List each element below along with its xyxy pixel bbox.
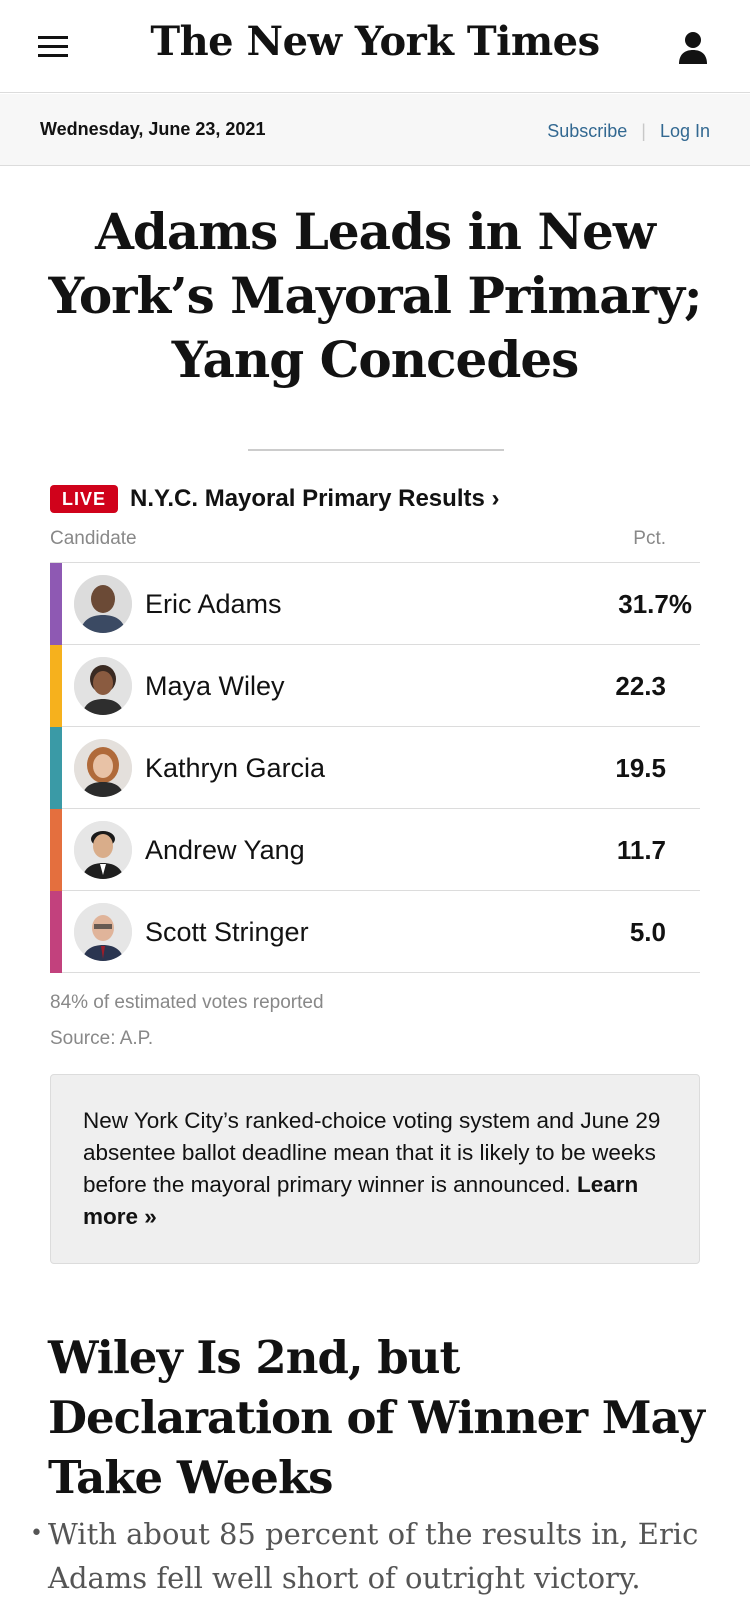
bullet-text: With about 85 percent of the results in,…	[48, 1517, 699, 1595]
table-row[interactable]: Eric Adams 31.7%	[50, 563, 700, 645]
live-badge: LIVE	[50, 485, 119, 513]
table-row[interactable]: Scott Stringer 5.0	[50, 891, 700, 973]
candidate-pct: 22.3	[615, 671, 666, 701]
date-bar: Wednesday, June 23, 2021 Subscribe | Log I…	[0, 94, 750, 166]
nyt-logo[interactable]: The New York Times	[150, 18, 600, 65]
divider	[248, 449, 504, 451]
candidate-name: Scott Stringer	[145, 917, 309, 947]
link-divider: |	[641, 121, 646, 141]
masthead: The New York Times	[0, 0, 750, 93]
subscribe-link[interactable]: Subscribe	[547, 121, 628, 141]
avatar	[74, 657, 132, 715]
main-headline[interactable]: Adams Leads in New York’s Mayoral Primar…	[48, 202, 702, 389]
login-link[interactable]: Log In	[659, 121, 710, 141]
source-credit: Source: A.P.	[50, 1028, 154, 1049]
candidate-color-bar	[50, 563, 62, 645]
table-row[interactable]: Andrew Yang 11.7	[50, 809, 700, 891]
results-title-link[interactable]: N.Y.C. Mayoral Primary Results ›	[130, 485, 500, 512]
candidate-pct: 5.0	[629, 917, 666, 947]
candidate-name: Eric Adams	[145, 589, 282, 619]
pct-column-label: Pct.	[633, 528, 666, 549]
avatar	[74, 903, 132, 961]
info-note: New York City’s ranked-choice voting sys…	[50, 1074, 700, 1264]
candidate-color-bar	[50, 727, 62, 809]
account-links: Subscribe | Log In	[547, 121, 710, 142]
candidate-color-bar	[50, 645, 62, 727]
table-row[interactable]: Maya Wiley 22.3	[50, 645, 700, 727]
avatar	[74, 575, 132, 633]
avatar	[74, 821, 132, 879]
hamburger-icon[interactable]	[38, 36, 68, 60]
column-labels: Candidate Pct.	[50, 528, 700, 552]
table-row[interactable]: Kathryn Garcia 19.5	[50, 727, 700, 809]
candidate-pct: 31.7%	[618, 589, 692, 619]
current-date: Wednesday, June 23, 2021	[40, 119, 266, 139]
note-text: New York City’s ranked-choice voting sys…	[83, 1108, 661, 1197]
candidate-name: Kathryn Garcia	[145, 753, 326, 783]
candidate-color-bar	[50, 809, 62, 891]
results-table: Eric Adams 31.7% Maya Wiley 22.3 Kathryn…	[50, 562, 700, 973]
results-header[interactable]: LIVE N.Y.C. Mayoral Primary Results ›	[50, 482, 499, 516]
votes-reported: 84% of estimated votes reported	[50, 992, 324, 1013]
candidate-column-label: Candidate	[50, 528, 137, 549]
user-icon[interactable]	[677, 30, 709, 66]
secondary-headline[interactable]: Wiley Is 2nd, but Declaration of Winner …	[48, 1331, 705, 1504]
candidate-name: Maya Wiley	[145, 671, 285, 701]
candidate-pct: 19.5	[615, 753, 666, 783]
avatar	[74, 739, 132, 797]
learn-more-link[interactable]: Learn more »	[83, 1172, 639, 1229]
bullet-dot-icon: •	[30, 1521, 43, 1546]
candidate-name: Andrew Yang	[145, 835, 305, 865]
candidate-pct: 11.7	[616, 835, 666, 865]
candidate-color-bar	[50, 891, 62, 973]
summary-bullet: • With about 85 percent of the results i…	[30, 1512, 730, 1600]
